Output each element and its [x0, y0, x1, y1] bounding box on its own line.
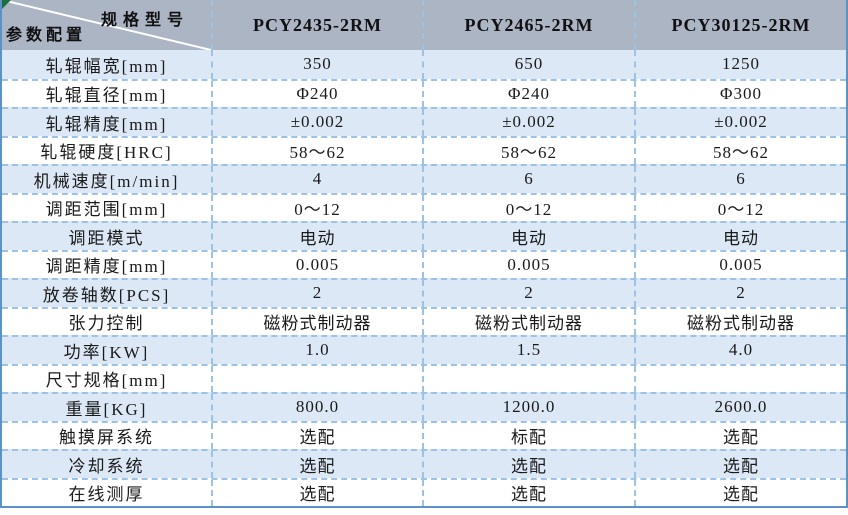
row-label-cell[interactable]: 调距范围[mm]	[45, 200, 168, 220]
value-cell[interactable]	[422, 365, 634, 392]
value-cell[interactable]: 2600.0	[634, 394, 846, 421]
diagonal-divider	[2, 0, 211, 50]
value-cell[interactable]: 电动	[211, 223, 422, 250]
value-cell[interactable]: 选配	[634, 451, 846, 478]
table-row: 轧辊精度[mm] ±0.002 ±0.002 ±0.002	[2, 107, 846, 136]
table-row: 在线测厚 选配 选配 选配	[2, 477, 846, 506]
table-row: 调距精度[mm] 0.005 0.005 0.005	[2, 249, 846, 278]
value-cell[interactable]: 选配	[211, 422, 422, 449]
row-label-cell[interactable]: 调距精度[mm]	[45, 257, 168, 277]
table-row: 轧辊幅宽[mm] 350 650 1250	[2, 50, 846, 79]
value-cell[interactable]: 2	[634, 280, 846, 307]
row-label-cell[interactable]: 重量[KG]	[65, 399, 148, 419]
row-label-cell[interactable]: 尺寸规格[mm]	[45, 371, 168, 391]
value-cell[interactable]: 标配	[422, 422, 634, 449]
value-cell[interactable]: 1.5	[422, 337, 634, 364]
model-header-cell[interactable]: PCY2435-2RM	[211, 0, 422, 50]
value-cell[interactable]: 800.0	[211, 394, 422, 421]
value-cell[interactable]: ±0.002	[634, 109, 846, 136]
value-cell[interactable]: 选配	[634, 479, 846, 506]
value-cell[interactable]: 4	[211, 166, 422, 193]
value-cell[interactable]: 0～12	[634, 194, 846, 221]
corner-triangle-icon	[2, 0, 11, 9]
value-cell[interactable]: 0～12	[422, 194, 634, 221]
table-row: 放卷轴数[PCS] 2 2 2	[2, 278, 846, 307]
table-row: 触摸屏系统 选配 标配 选配	[2, 420, 846, 449]
value-cell[interactable]: ±0.002	[422, 109, 634, 136]
row-label-cell[interactable]: 调距模式	[68, 228, 145, 248]
row-label-cell[interactable]: 轧辊幅宽[mm]	[45, 56, 168, 76]
diagonal-header-cell[interactable]: 规格型号 参数配置	[2, 0, 211, 50]
value-cell[interactable]: 350	[211, 50, 422, 79]
value-cell[interactable]: 0～12	[211, 194, 422, 221]
value-cell[interactable]: 1250	[634, 50, 846, 79]
table-row: 调距模式 电动 电动 电动	[2, 221, 846, 250]
value-cell[interactable]: Φ240	[211, 80, 422, 107]
row-label-cell[interactable]: 功率[KW]	[63, 342, 150, 362]
row-label-cell[interactable]: 机械速度[m/min]	[33, 171, 180, 191]
row-label-cell[interactable]: 轧辊硬度[HRC]	[40, 143, 173, 163]
value-cell[interactable]: 磁粉式制动器	[422, 308, 634, 335]
table-body: 轧辊幅宽[mm] 350 650 1250 轧辊直径[mm] Φ240 Φ240…	[2, 50, 846, 506]
value-cell[interactable]: 选配	[211, 479, 422, 506]
table-row: 冷却系统 选配 选配 选配	[2, 449, 846, 478]
value-cell[interactable]: 6	[634, 166, 846, 193]
value-cell[interactable]: 选配	[422, 451, 634, 478]
value-cell[interactable]: 650	[422, 50, 634, 79]
value-cell[interactable]	[634, 365, 846, 392]
table-row: 尺寸规格[mm]	[2, 363, 846, 392]
value-cell[interactable]: 磁粉式制动器	[634, 308, 846, 335]
value-cell[interactable]: 选配	[211, 451, 422, 478]
value-cell[interactable]: Φ240	[422, 80, 634, 107]
table-row: 重量[KG] 800.0 1200.0 2600.0	[2, 392, 846, 421]
table-row: 机械速度[m/min] 4 6 6	[2, 164, 846, 193]
table-row: 轧辊硬度[HRC] 58～62 58～62 58～62	[2, 135, 846, 164]
value-cell[interactable]: 电动	[422, 223, 634, 250]
table-row: 张力控制 磁粉式制动器 磁粉式制动器 磁粉式制动器	[2, 306, 846, 335]
value-cell[interactable]: 1.0	[211, 337, 422, 364]
value-cell[interactable]: Φ300	[634, 80, 846, 107]
value-cell[interactable]: 58～62	[634, 137, 846, 164]
value-cell[interactable]: 0.005	[211, 251, 422, 278]
spec-model-header-label: 规格型号	[100, 12, 189, 29]
value-cell[interactable]: 0.005	[422, 251, 634, 278]
value-cell[interactable]: 2	[422, 280, 634, 307]
row-label-cell[interactable]: 在线测厚	[68, 485, 145, 505]
param-config-header-label: 参数配置	[6, 27, 87, 44]
value-cell[interactable]: 1200.0	[422, 394, 634, 421]
value-cell[interactable]: 磁粉式制动器	[211, 308, 422, 335]
row-label-cell[interactable]: 冷却系统	[68, 456, 145, 476]
value-cell[interactable]: 6	[422, 166, 634, 193]
value-cell[interactable]: 电动	[634, 223, 846, 250]
value-cell[interactable]: 4.0	[634, 337, 846, 364]
value-cell[interactable]: 选配	[422, 479, 634, 506]
row-label-cell[interactable]: 轧辊直径[mm]	[45, 86, 168, 106]
row-label-cell[interactable]: 触摸屏系统	[59, 428, 154, 448]
row-label-cell[interactable]: 放卷轴数[PCS]	[42, 285, 171, 305]
value-cell[interactable]	[211, 365, 422, 392]
table-row: 轧辊直径[mm] Φ240 Φ240 Φ300	[2, 78, 846, 107]
model-header-cell[interactable]: PCY30125-2RM	[634, 0, 846, 50]
value-cell[interactable]: 0.005	[634, 251, 846, 278]
value-cell[interactable]: 选配	[634, 422, 846, 449]
table-header-row: 规格型号 参数配置 PCY2435-2RM PCY2465-2RM PCY301…	[2, 0, 846, 50]
value-cell[interactable]: 58～62	[211, 137, 422, 164]
model-header-cell[interactable]: PCY2465-2RM	[422, 0, 634, 50]
row-label-cell[interactable]: 张力控制	[68, 314, 145, 334]
value-cell[interactable]: ±0.002	[211, 109, 422, 136]
table-row: 功率[KW] 1.0 1.5 4.0	[2, 335, 846, 364]
table-row: 调距范围[mm] 0～12 0～12 0～12	[2, 192, 846, 221]
value-cell[interactable]: 2	[211, 280, 422, 307]
value-cell[interactable]: 58～62	[422, 137, 634, 164]
row-label-cell[interactable]: 轧辊精度[mm]	[45, 114, 168, 134]
